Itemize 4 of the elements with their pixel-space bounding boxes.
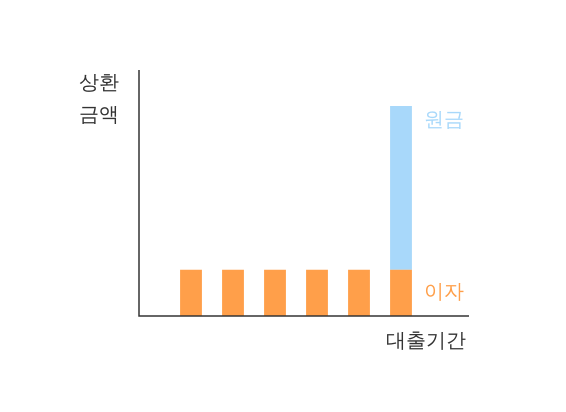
x-axis-title: 대출기간: [386, 327, 466, 354]
series-label: 이자: [424, 279, 464, 304]
y-axis-title: 상환 금액: [78, 69, 120, 128]
series-label: 원금: [424, 107, 464, 132]
